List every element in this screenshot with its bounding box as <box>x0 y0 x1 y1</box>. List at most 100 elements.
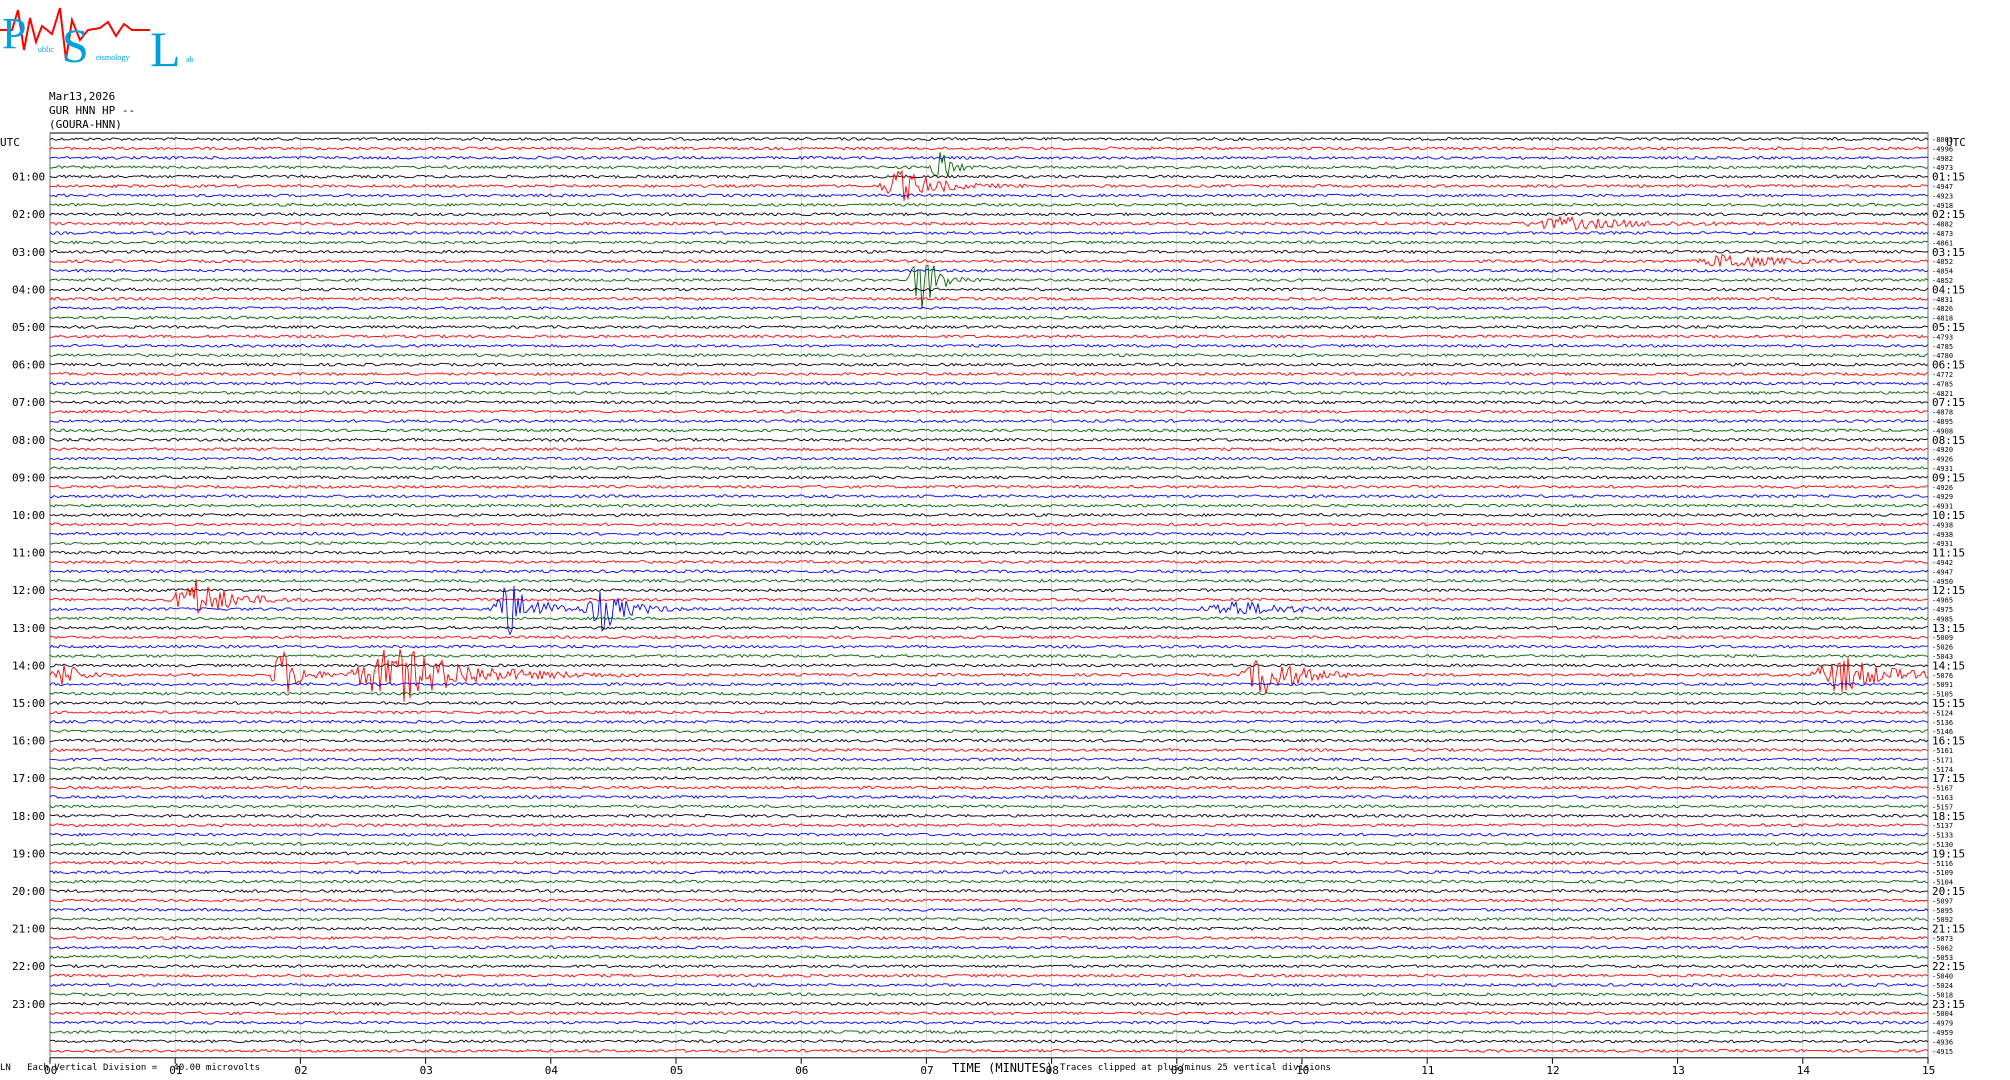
hour-label-right: 14:15 <box>1932 659 1965 672</box>
trace-offset-label: -5092 <box>1932 916 1953 924</box>
trace-line <box>49 794 1929 800</box>
hour-label-backing <box>1930 809 1978 822</box>
trace-line <box>49 202 1929 207</box>
trace-line <box>49 823 1929 828</box>
trace-line <box>49 522 1929 527</box>
hour-label-left: 04:00 <box>12 283 45 296</box>
trace-offset-label: -4959 <box>1932 1029 1953 1037</box>
trace-offset-label: -5026 <box>1932 644 1953 652</box>
hour-label-left: 07:00 <box>12 396 45 409</box>
trace-offset-label: -4873 <box>1932 230 1953 238</box>
hour-label-left: 05:00 <box>12 321 45 334</box>
hour-label-left: 13:00 <box>12 622 45 635</box>
hour-label-left: 09:00 <box>12 471 45 484</box>
psl-logo-graphic: P S L ublic eismology ab <box>0 7 194 77</box>
trace-line <box>49 945 1929 950</box>
trace-offset-label: -5004 <box>1932 1010 1953 1018</box>
trace-offset-label: -4982 <box>1932 155 1953 163</box>
trace-line <box>49 907 1929 912</box>
trace-line <box>49 649 1929 702</box>
trace-offset-label: -4882 <box>1932 221 1953 229</box>
trace-offset-label: -5040 <box>1932 973 1953 981</box>
division-note: LN Each Vertical Division = 40.00 microv… <box>0 1063 260 1073</box>
trace-offset-label: -5053 <box>1932 954 1953 962</box>
trace-line <box>49 315 1929 320</box>
trace-offset-label: -5167 <box>1932 785 1953 793</box>
trace-line <box>49 766 1929 771</box>
trace-offset-label: -4931 <box>1932 503 1953 511</box>
trace-offset-label: -5130 <box>1932 841 1953 849</box>
hour-label-right: 05:15 <box>1932 321 1965 334</box>
trace-offset-label: -5171 <box>1932 756 1953 764</box>
trace-offset-label: -4920 <box>1932 446 1953 454</box>
hour-label-backing <box>1930 396 1978 409</box>
hour-label-backing <box>1930 584 1978 597</box>
trace-line <box>49 541 1929 546</box>
trace-line <box>49 982 1929 988</box>
trace-line <box>49 578 1929 583</box>
station-name-label: (GOURA-HNN) <box>49 118 122 131</box>
trace-line <box>49 578 1929 615</box>
hour-label-right: 21:15 <box>1932 923 1965 936</box>
trace-offset-label: -4821 <box>1932 390 1953 398</box>
date-label: Mar13,2026 <box>49 90 116 103</box>
trace-line <box>49 550 1929 555</box>
trace-line <box>49 569 1929 574</box>
trace-offset-label: -5136 <box>1932 719 1953 727</box>
corner-mark: LN <box>0 1063 11 1073</box>
trace-line <box>49 503 1929 508</box>
trace-line <box>49 371 1929 377</box>
trace-line <box>49 585 1929 636</box>
trace-offset-label: -4780 <box>1932 352 1953 360</box>
trace-offset-label: -4818 <box>1932 315 1953 323</box>
trace-offset-label: -4918 <box>1932 202 1953 210</box>
trace-offset-label: -4973 <box>1932 164 1953 172</box>
trace-offset-label: -4926 <box>1932 484 1953 492</box>
hour-label-left: 08:00 <box>12 434 45 447</box>
trace-offset-label: -4947 <box>1932 568 1953 576</box>
trace-offset-label: -5104 <box>1932 879 1953 887</box>
trace-offset-label: -5146 <box>1932 728 1953 736</box>
trace-line <box>49 935 1929 941</box>
trace-line <box>49 710 1929 715</box>
trace-line <box>49 860 1929 865</box>
trace-offset-label: -4854 <box>1932 268 1953 276</box>
trace-line <box>49 879 1929 884</box>
trace-line <box>49 1020 1929 1025</box>
x-tick-label: 03 <box>420 1064 433 1077</box>
trace-line <box>49 353 1929 358</box>
trace-offset-label: -5137 <box>1932 822 1953 830</box>
trace-offset-label: -4985 <box>1932 615 1953 623</box>
trace-line <box>50 663 1929 668</box>
trace-offset-label: -5124 <box>1932 709 1953 717</box>
trace-line <box>49 249 1929 254</box>
hour-label-backing <box>1930 960 1978 973</box>
hour-label-right: 16:15 <box>1932 735 1965 748</box>
trace-line <box>49 447 1928 452</box>
hour-label-left: 10:00 <box>12 509 45 522</box>
x-tick-label: 01 <box>169 1064 182 1077</box>
trace-offset-label: -5116 <box>1932 860 1953 868</box>
x-tick-label: 07 <box>920 1064 933 1077</box>
x-tick-label: 04 <box>545 1064 559 1077</box>
hour-label-left: 18:00 <box>12 810 45 823</box>
trace-line <box>49 644 1929 649</box>
trace-line <box>50 400 1929 405</box>
trace-line <box>49 954 1929 959</box>
trace-line <box>49 240 1929 245</box>
division-label: Each Vertical Division = 40.00 microvolt… <box>27 1063 261 1073</box>
hour-label-right: 15:15 <box>1932 697 1965 710</box>
hour-label-backing <box>1930 621 1978 634</box>
x-tick-label: 13 <box>1672 1064 1685 1077</box>
trace-line <box>49 193 1929 198</box>
trace-offset-label: -4793 <box>1932 333 1953 341</box>
hour-label-right: 10:15 <box>1932 509 1965 522</box>
trace-offset-label: -4861 <box>1932 239 1953 247</box>
logo-wave <box>0 7 150 61</box>
trace-offset-label: -4938 <box>1932 531 1953 539</box>
hour-label-left: 11:00 <box>12 547 45 560</box>
x-tick-label: 08 <box>1046 1064 1059 1077</box>
clip-note: Traces clipped at plus/minus 25 vertical… <box>1060 1063 1331 1073</box>
hour-label-backing <box>1930 283 1978 296</box>
trace-offset-label: -5009 <box>1932 634 1953 642</box>
